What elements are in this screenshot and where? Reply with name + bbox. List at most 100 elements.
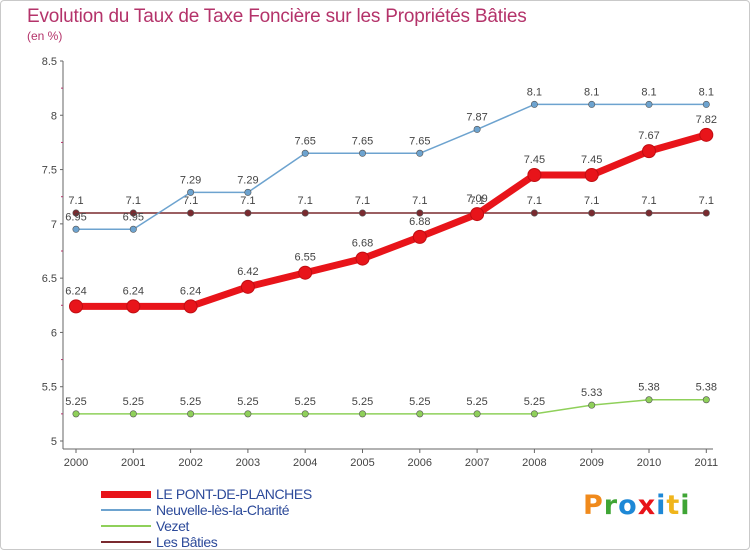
legend-label: Vezet	[156, 518, 190, 534]
data-label: 6.24	[65, 285, 86, 297]
legend-item-pont-de-planches[interactable]: LE PONT-DE-PLANCHES	[101, 486, 312, 502]
logo-letter: P	[583, 490, 604, 521]
data-label: 7.1	[240, 195, 255, 207]
data-point	[69, 299, 83, 314]
data-point	[355, 251, 370, 266]
data-point	[645, 100, 653, 108]
legend-label: Neuvelle-lès-la-Charité	[156, 502, 290, 518]
chart-title: Evolution du Taux de Taxe Foncière sur l…	[27, 6, 527, 27]
data-label: 8.1	[527, 86, 542, 98]
data-label: 5.38	[696, 382, 717, 394]
data-point	[473, 410, 481, 418]
data-label: 7.87	[466, 111, 487, 123]
data-label: 5.25	[123, 396, 144, 408]
data-point	[358, 149, 366, 157]
data-label: 7.1	[412, 195, 427, 207]
data-label: 6.42	[237, 266, 258, 278]
data-point	[588, 209, 596, 217]
x-tick-label: 2010	[637, 457, 661, 469]
data-point	[126, 299, 141, 314]
data-point	[72, 410, 80, 418]
data-point	[530, 410, 538, 418]
data-point	[527, 168, 542, 182]
data-label: 6.68	[352, 238, 373, 250]
y-tick-label: 5	[51, 436, 57, 448]
data-point	[72, 225, 80, 233]
data-label: 7.1	[298, 195, 313, 207]
data-point	[699, 127, 714, 142]
x-tick-label: 2011	[694, 457, 718, 469]
data-label: 5.25	[524, 396, 545, 408]
data-label: 7.1	[584, 195, 599, 207]
x-tick-label: 2002	[178, 457, 202, 469]
data-label: 7.09	[466, 193, 487, 205]
data-label: 6.55	[294, 252, 315, 264]
data-label: 8.1	[584, 86, 599, 98]
legend-label: Les Bâties	[156, 534, 218, 550]
data-label: 5.33	[581, 387, 602, 399]
data-label: 7.29	[180, 174, 201, 186]
data-point	[412, 229, 427, 244]
x-tick-label: 2006	[408, 457, 432, 469]
data-label: 7.1	[699, 195, 714, 207]
data-point	[473, 125, 481, 133]
data-label: 5.25	[409, 396, 430, 408]
x-tick-label: 2007	[465, 457, 489, 469]
data-label: 7.65	[294, 135, 315, 147]
y-tick-label: 6	[51, 327, 57, 339]
data-label: 5.25	[180, 396, 201, 408]
x-tick-label: 2001	[121, 457, 145, 469]
y-tick-label: 7.5	[42, 165, 57, 177]
data-point	[301, 410, 309, 418]
logo-letter: t	[666, 490, 681, 521]
data-label: 7.1	[183, 195, 198, 207]
proxiti-logo: Proxiti	[583, 490, 691, 521]
data-label: 5.25	[352, 396, 373, 408]
y-tick-label: 7	[51, 219, 57, 231]
data-label: 5.25	[294, 396, 315, 408]
data-point	[416, 149, 424, 157]
data-point	[187, 188, 195, 196]
logo-letter: i	[680, 490, 691, 521]
data-point	[240, 279, 255, 294]
y-tick-label: 8	[51, 110, 57, 122]
data-point	[129, 410, 137, 418]
legend: LE PONT-DE-PLANCHES Neuvelle-lès-la-Char…	[101, 486, 312, 550]
legend-item-neuvelle[interactable]: Neuvelle-lès-la-Charité	[101, 502, 312, 518]
data-label: 7.1	[641, 195, 656, 207]
data-label: 7.1	[68, 195, 83, 207]
data-point	[183, 299, 198, 314]
x-tick-label: 2008	[522, 457, 546, 469]
legend-swatch	[101, 490, 151, 498]
x-tick-label: 2009	[579, 457, 603, 469]
data-point	[645, 396, 653, 404]
y-tick-label: 5.5	[42, 382, 57, 394]
data-point	[588, 100, 596, 108]
data-label: 5.38	[638, 382, 659, 394]
legend-swatch	[101, 525, 151, 527]
data-label: 5.25	[65, 396, 86, 408]
legend-item-vezet[interactable]: Vezet	[101, 518, 312, 534]
data-point	[416, 209, 424, 217]
data-point	[358, 209, 366, 217]
data-point	[584, 168, 599, 182]
data-point	[645, 209, 653, 217]
data-point	[588, 401, 596, 409]
data-label: 7.1	[527, 195, 542, 207]
data-label: 6.24	[180, 285, 201, 297]
data-point	[470, 207, 485, 222]
legend-label: LE PONT-DE-PLANCHES	[156, 486, 312, 502]
data-label: 7.29	[237, 174, 258, 186]
data-point	[298, 265, 313, 280]
series-line	[76, 103, 707, 231]
data-label: 6.24	[123, 285, 144, 297]
data-point	[244, 188, 252, 196]
x-tick-label: 2005	[350, 457, 374, 469]
data-label: 7.67	[638, 130, 659, 142]
legend-item-les-baties[interactable]: Les Bâties	[101, 534, 312, 550]
logo-letter: x	[637, 490, 657, 521]
data-point	[530, 209, 538, 217]
data-point	[642, 144, 656, 159]
